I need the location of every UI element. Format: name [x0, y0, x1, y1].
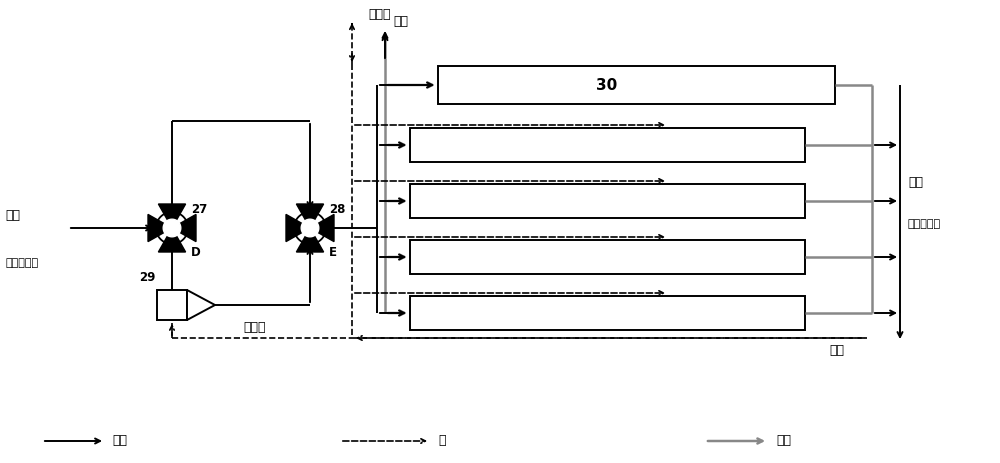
- Polygon shape: [286, 214, 310, 242]
- Polygon shape: [172, 214, 196, 242]
- Text: 燃料: 燃料: [908, 176, 923, 189]
- Text: 燃料: 燃料: [112, 434, 127, 448]
- FancyBboxPatch shape: [157, 290, 187, 320]
- FancyBboxPatch shape: [410, 128, 805, 162]
- FancyBboxPatch shape: [410, 240, 805, 274]
- Polygon shape: [310, 214, 334, 242]
- Text: （反应物）: （反应物）: [5, 258, 38, 268]
- Text: 28: 28: [329, 203, 345, 216]
- Text: 燃料: 燃料: [5, 209, 20, 222]
- Text: 热源: 热源: [393, 15, 408, 28]
- Text: D: D: [191, 246, 201, 259]
- Text: 29: 29: [139, 271, 155, 284]
- Polygon shape: [163, 219, 181, 237]
- Text: 气态水: 气态水: [244, 321, 266, 334]
- Text: 30: 30: [596, 77, 617, 93]
- Polygon shape: [158, 228, 186, 252]
- Text: （生成物）: （生成物）: [908, 219, 941, 229]
- Text: E: E: [329, 246, 337, 259]
- Polygon shape: [301, 219, 319, 237]
- Text: 水: 水: [438, 434, 446, 448]
- Text: 热源: 热源: [776, 434, 791, 448]
- FancyBboxPatch shape: [410, 296, 805, 330]
- Polygon shape: [296, 228, 324, 252]
- Text: 热源: 热源: [830, 344, 845, 357]
- Polygon shape: [187, 290, 215, 320]
- FancyBboxPatch shape: [410, 184, 805, 218]
- Polygon shape: [148, 214, 172, 242]
- Polygon shape: [296, 204, 324, 228]
- Polygon shape: [158, 204, 186, 228]
- Text: 27: 27: [191, 203, 207, 216]
- FancyBboxPatch shape: [438, 66, 835, 104]
- Text: 液态水: 液态水: [369, 8, 391, 21]
